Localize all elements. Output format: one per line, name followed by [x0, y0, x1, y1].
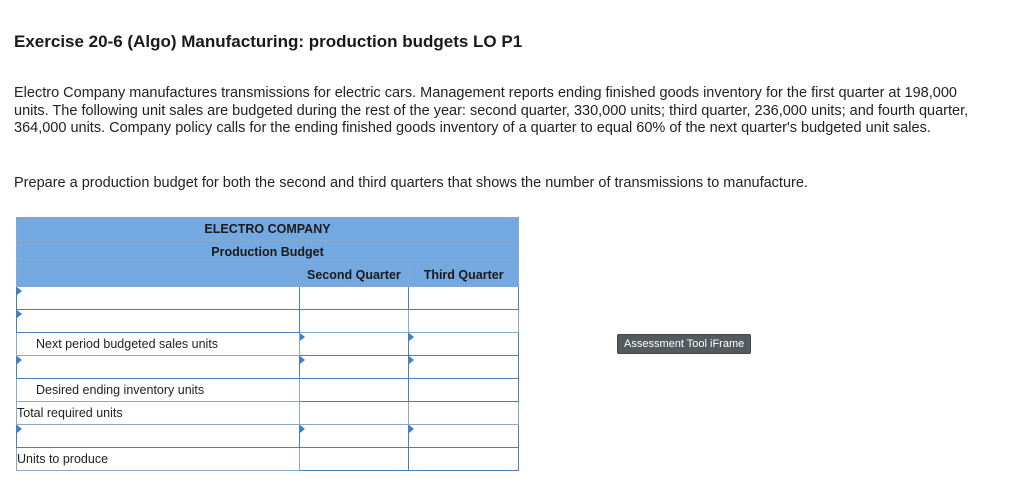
third-quarter-input[interactable] [408, 332, 519, 356]
row-label-dropdown[interactable] [16, 355, 300, 379]
second-quarter-cell [298, 309, 410, 333]
third-quarter-cell [408, 309, 519, 333]
exercise-title: Exercise 20-6 (Algo) Manufacturing: prod… [14, 32, 523, 51]
input-marker-icon [299, 356, 305, 364]
input-marker-icon [409, 356, 415, 364]
third-quarter-cell [408, 401, 519, 425]
third-quarter-field[interactable] [409, 448, 518, 470]
second-quarter-cell [298, 401, 410, 425]
row-label-next-period-sales: Next period budgeted sales units [16, 332, 300, 356]
input-marker-icon [409, 333, 415, 341]
blank-header-cell [16, 263, 300, 287]
row-label-dropdown[interactable] [16, 424, 300, 448]
production-budget-table: ELECTRO COMPANY Production Budget Second… [16, 217, 519, 471]
dropdown-marker-icon [17, 356, 22, 364]
company-header-row: ELECTRO COMPANY [16, 217, 519, 241]
third-quarter-field[interactable] [409, 425, 518, 447]
third-quarter-input[interactable] [408, 355, 519, 379]
second-quarter-field[interactable] [299, 379, 409, 401]
input-marker-icon [409, 425, 415, 433]
problem-description: Electro Company manufactures transmissio… [14, 85, 969, 136]
table-row: Total required units [16, 401, 519, 425]
second-quarter-input[interactable] [298, 355, 410, 379]
table-row [16, 309, 519, 333]
row-label-units-to-produce: Units to produce [16, 447, 300, 471]
assessment-tool-button[interactable]: Assessment Tool iFrame [617, 334, 752, 354]
third-quarter-input[interactable] [408, 378, 519, 402]
table-row: Next period budgeted sales units [16, 332, 519, 356]
second-quarter-input[interactable] [298, 447, 410, 471]
problem-instruction: Prepare a production budget for both the… [14, 175, 808, 191]
table-row [16, 286, 519, 310]
row-label-dropdown[interactable] [16, 286, 300, 310]
row-label-desired-ending-inventory: Desired ending inventory units [16, 378, 300, 402]
third-quarter-input[interactable] [408, 286, 519, 310]
dropdown-marker-icon [17, 310, 22, 318]
column-header-row: Second Quarter Third Quarter [16, 263, 519, 287]
second-quarter-field[interactable] [299, 356, 409, 378]
row-label-total-required: Total required units [16, 401, 300, 425]
dropdown-marker-icon [17, 425, 22, 433]
second-quarter-field[interactable] [299, 425, 409, 447]
subtitle-header-row: Production Budget [16, 240, 519, 264]
second-quarter-input[interactable] [298, 378, 410, 402]
third-quarter-field[interactable] [409, 333, 518, 355]
third-quarter-input[interactable] [408, 424, 519, 448]
table-row [16, 355, 519, 379]
second-quarter-input[interactable] [298, 286, 410, 310]
table-row [16, 424, 519, 448]
second-quarter-field[interactable] [299, 448, 409, 470]
budget-subtitle: Production Budget [16, 240, 519, 264]
row-label-dropdown[interactable] [16, 309, 300, 333]
second-quarter-field[interactable] [299, 287, 409, 309]
second-quarter-field[interactable] [299, 333, 409, 355]
input-marker-icon [299, 425, 305, 433]
second-quarter-input[interactable] [298, 424, 410, 448]
column-header-third-quarter: Third Quarter [408, 263, 519, 287]
second-quarter-input[interactable] [298, 332, 410, 356]
third-quarter-field[interactable] [409, 379, 518, 401]
third-quarter-field[interactable] [409, 287, 518, 309]
third-quarter-input[interactable] [408, 447, 519, 471]
input-marker-icon [299, 333, 305, 341]
table-row: Units to produce [16, 447, 519, 471]
third-quarter-field[interactable] [409, 356, 518, 378]
column-header-second-quarter: Second Quarter [298, 263, 410, 287]
dropdown-marker-icon [17, 287, 22, 295]
table-row: Desired ending inventory units [16, 378, 519, 402]
company-name: ELECTRO COMPANY [16, 217, 519, 241]
